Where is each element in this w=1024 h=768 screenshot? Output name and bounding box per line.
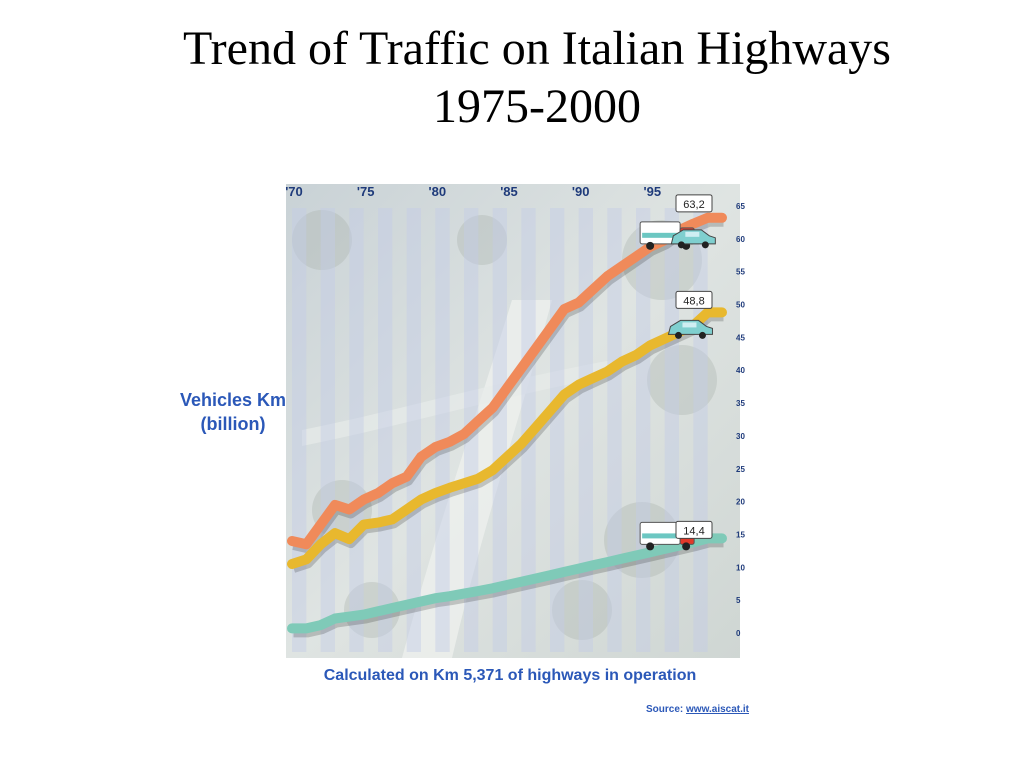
year-stripe [349,208,364,652]
tree-cluster [552,580,612,640]
car-wheel [677,241,685,249]
year-stripe [693,208,708,652]
truck-stripe [642,232,679,238]
end-value-label: 14,4 [675,520,713,539]
end-value-box [675,290,713,309]
slide-title: Trend of Traffic on Italian Highways 197… [0,20,1024,136]
title-line-2: 1975-2000 [433,80,641,133]
x-tick-label: '70 [285,184,303,199]
vehicle-icons [639,221,716,551]
source-label: Source: [646,704,684,715]
traffic-chart-svg: '70 '75 '80 '85 '90 '95 0 5 10 15 20 25 30 35 40 45 50 5… [285,184,745,658]
y-tick-label: 50 [736,301,745,310]
x-tick-label: '95 [644,184,662,199]
year-stripe [636,208,651,652]
year-stripe [492,208,507,652]
x-tick-label: '80 [429,184,447,199]
tree-cluster [292,210,352,270]
y-axis-label: Vehicles Km (billion) [150,388,316,436]
truck-wheel [646,542,655,551]
end-value-label: 63,2 [675,194,713,213]
x-tick-label: '85 [500,184,518,199]
y-tick-label: 60 [736,235,745,244]
year-stripe [435,208,450,652]
road-shape [302,360,612,446]
end-value-box [675,194,713,213]
title-line-1: Trend of Traffic on Italian Highways [183,22,891,75]
year-stripe [292,208,307,652]
source-link[interactable]: www.aiscat.it [686,704,749,715]
y-tick-label: 35 [736,399,745,408]
tree-cluster [647,345,717,415]
x-tick-labels: '70 '75 '80 '85 '90 '95 [285,184,661,199]
year-stripe [664,208,679,652]
y-tick-label: 30 [736,432,745,441]
year-stripe [578,208,593,652]
y-tick-label: 55 [736,268,745,277]
y-tick-label: 45 [736,333,745,342]
end-value-text: 63,2 [683,199,704,211]
end-value-labels: 63,2 48,8 14,4 [675,194,713,539]
series-line [287,533,727,634]
car-window [685,231,700,237]
y-tick-label: 0 [736,629,741,638]
y-axis-label-line-2: (billion) [200,414,266,434]
y-tick-label: 15 [736,530,745,539]
car-icon [667,319,713,339]
x-tick-label: '90 [572,184,590,199]
y-axis-label-line-1: Vehicles Km [179,390,287,410]
y-tick-label: 5 [736,596,741,605]
y-tick-label: 10 [736,563,745,572]
year-stripe [607,208,622,652]
year-stripe [406,208,421,652]
end-value-text: 48,8 [683,295,704,307]
x-tick-label: '75 [357,184,375,199]
car-wheel [701,241,709,249]
traffic-chart: '70 '75 '80 '85 '90 '95 0 5 10 15 20 25 30 35 40 45 50 5… [282,180,750,660]
year-stripe [378,208,393,652]
truck-stripe [642,533,679,539]
car-icon [670,229,716,249]
truck-icon [639,521,695,551]
year-stripe [550,208,565,652]
tree-cluster [457,215,507,265]
car-wheel [698,331,706,339]
source-line: Source: www.aiscat.it [520,704,749,715]
end-value-label: 48,8 [675,290,713,309]
car-wheel [674,331,682,339]
y-tick-label: 25 [736,465,745,474]
car-window [682,322,697,328]
truck-wheel [682,542,691,551]
year-stripe [320,208,335,652]
y-tick-label: 20 [736,498,745,507]
series-lines [287,212,727,638]
y-tick-labels: 0 5 10 15 20 25 30 35 40 45 50 55 60 65 [736,202,745,638]
y-tick-label: 65 [736,202,745,211]
series-line [287,307,727,569]
end-value-box [675,520,713,539]
truck-wheel [646,241,655,250]
footnote: Calculated on Km 5,371 of highways in op… [323,667,697,684]
y-tick-label: 40 [736,366,745,375]
end-value-text: 14,4 [683,525,704,537]
